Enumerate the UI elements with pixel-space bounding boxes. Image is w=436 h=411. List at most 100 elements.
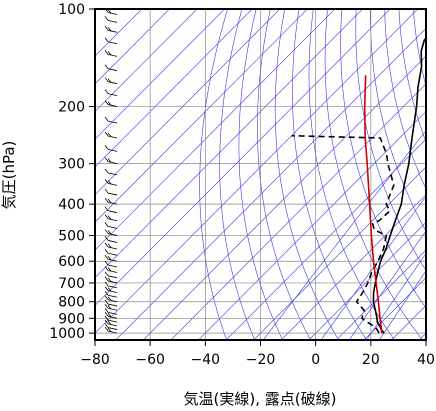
dry-adiabat-line bbox=[308, 9, 395, 340]
isotherm-line bbox=[95, 9, 419, 334]
wind-barb bbox=[104, 116, 118, 124]
isotherm-line bbox=[308, 221, 426, 340]
isotherm-line bbox=[280, 194, 426, 340]
isotherm-line bbox=[95, 9, 391, 306]
wind-barb bbox=[104, 266, 118, 273]
mixing-ratio-line bbox=[348, 230, 426, 340]
isotherm-line bbox=[95, 9, 143, 57]
y-tick-label: 500 bbox=[58, 229, 85, 245]
series-layer bbox=[291, 36, 426, 334]
dry-adiabat-line bbox=[274, 9, 339, 340]
wind-barb bbox=[104, 260, 118, 268]
dry-adiabat-line bbox=[257, 9, 311, 340]
wind-barb bbox=[104, 304, 118, 311]
x-axis-label: 気温(実線), 露点(破線) bbox=[184, 390, 337, 408]
wind-barb bbox=[104, 100, 118, 107]
dry-adiabat-line bbox=[238, 9, 283, 340]
wind-barb bbox=[104, 291, 118, 298]
y-axis-label: 気圧(hPa) bbox=[0, 141, 18, 210]
x-tick-label: 40 bbox=[417, 352, 435, 368]
wind-barb bbox=[104, 214, 118, 222]
isotherm-line bbox=[115, 27, 426, 340]
wind-barb bbox=[104, 248, 118, 256]
wind-barb bbox=[104, 37, 118, 45]
y-tick-label: 800 bbox=[58, 295, 85, 311]
x-tick-label: 0 bbox=[311, 352, 320, 368]
isotherm-line bbox=[170, 83, 426, 340]
wind-barb bbox=[104, 286, 118, 294]
wind-barb bbox=[104, 319, 118, 327]
wind-barb bbox=[104, 179, 118, 186]
wind-barb bbox=[104, 312, 118, 319]
isotherm-line bbox=[95, 9, 226, 140]
wind-barb bbox=[104, 222, 118, 229]
wind-barb bbox=[104, 236, 118, 243]
wind-barb bbox=[104, 276, 118, 284]
y-tick-label: 600 bbox=[58, 254, 85, 270]
isotherm-line bbox=[95, 9, 253, 168]
wind-barb bbox=[104, 323, 118, 330]
wind-barb bbox=[104, 50, 118, 57]
isotherm-line bbox=[142, 55, 426, 340]
wind-barb bbox=[104, 308, 118, 315]
wind-barb bbox=[104, 64, 118, 72]
wind-barb bbox=[104, 326, 118, 334]
isotherm-line bbox=[95, 9, 308, 223]
mixing-ratio-line bbox=[378, 270, 426, 340]
y-tick-label: 400 bbox=[58, 197, 85, 213]
dry-adiabat-line bbox=[370, 9, 426, 232]
wind-barb bbox=[104, 188, 118, 196]
dry-adiabat-line bbox=[355, 9, 426, 271]
mixing-ratio-line bbox=[320, 195, 426, 340]
y-tick-label: 300 bbox=[58, 157, 85, 173]
x-tick-label: −40 bbox=[191, 352, 221, 368]
wind-barb bbox=[104, 299, 118, 307]
wind-barb bbox=[104, 168, 118, 176]
wind-barb bbox=[104, 206, 118, 214]
isotherm-line bbox=[95, 9, 170, 85]
dry-adiabat-line bbox=[219, 9, 256, 340]
parcel-path-line bbox=[363, 75, 383, 334]
x-tick-label: 20 bbox=[362, 352, 380, 368]
wind-barb bbox=[104, 295, 118, 303]
x-tick-label: −80 bbox=[80, 352, 110, 368]
wind-barb bbox=[104, 197, 118, 205]
dry-adiabat-line bbox=[324, 9, 423, 340]
y-tick-label: 200 bbox=[58, 100, 85, 116]
wind-barb bbox=[104, 229, 118, 236]
isotherm-line bbox=[335, 249, 426, 340]
isotherm-line bbox=[95, 9, 281, 196]
wind-barb bbox=[104, 77, 118, 85]
wind-barb bbox=[104, 281, 118, 289]
wind-barb bbox=[104, 271, 118, 279]
wind-barb bbox=[104, 89, 118, 96]
x-tick-label: −60 bbox=[135, 352, 165, 368]
y-tick-label: 100 bbox=[58, 2, 85, 18]
wind-barbs bbox=[104, 9, 118, 334]
dewpoint-line bbox=[291, 134, 395, 334]
wind-barb bbox=[104, 145, 118, 152]
dry-adiabat-line bbox=[340, 9, 426, 309]
temperature-line bbox=[372, 36, 426, 334]
wind-barb bbox=[104, 26, 118, 33]
wind-barb bbox=[104, 157, 118, 165]
wind-barb bbox=[104, 242, 118, 250]
y-tick-label: 900 bbox=[58, 311, 85, 327]
y-tick-label: 700 bbox=[58, 276, 85, 292]
wind-barb bbox=[104, 131, 118, 139]
mixing-ratio-line bbox=[262, 130, 426, 340]
isotherm-line bbox=[363, 277, 426, 340]
wind-barb bbox=[104, 315, 118, 323]
wind-barb bbox=[104, 254, 118, 262]
dry-adiabat-line bbox=[426, 0, 436, 346]
isotherm-line bbox=[95, 9, 336, 251]
isotherm-line bbox=[253, 166, 426, 340]
tick-layer: −80 −60 −40 −20 0 20 40 100 200 300 400 500 600 700 80… bbox=[49, 2, 435, 368]
dry-adiabat-line bbox=[384, 9, 426, 190]
x-tick-label: −20 bbox=[246, 352, 276, 368]
y-tick-label: 1000 bbox=[49, 326, 85, 342]
wind-barb bbox=[104, 16, 118, 23]
isotherm-line bbox=[95, 9, 198, 112]
isotherm-line bbox=[95, 9, 363, 279]
